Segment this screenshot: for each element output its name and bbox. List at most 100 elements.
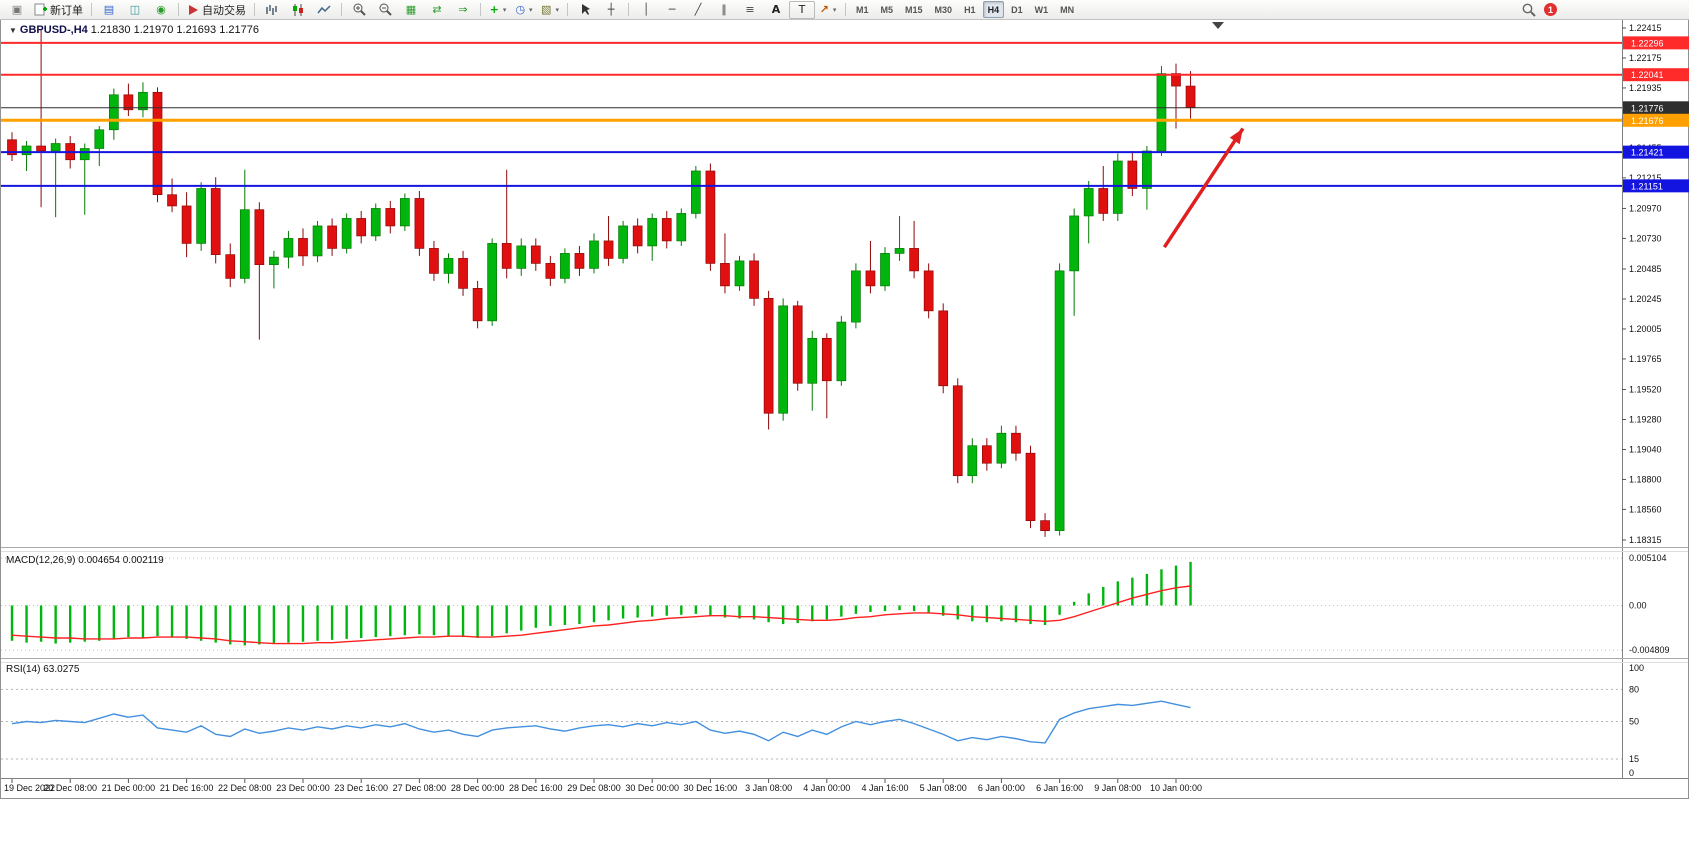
price-badge-label: 1.21421 (1631, 148, 1664, 158)
vertical-line-button[interactable]: │ (633, 1, 659, 19)
trend-arrow-head[interactable] (1229, 128, 1243, 145)
trend-arrow[interactable] (1162, 127, 1245, 249)
candle-body (1040, 520, 1050, 531)
candle-body (1054, 270, 1065, 531)
autotrade-label: 自动交易 (202, 4, 246, 17)
terminal-button[interactable]: ◉ (148, 1, 174, 19)
fibonacci-button[interactable]: ≡ (737, 1, 763, 19)
notification-badge[interactable]: 1 (1544, 3, 1557, 16)
zoom-out-button[interactable] (372, 1, 398, 19)
candle-body (123, 94, 134, 111)
price-tick-label: 1.19765 (1629, 354, 1662, 364)
chart-canvas[interactable]: 1.224151.221751.219351.216951.214551.212… (0, 0, 1689, 842)
horizontal-line-icon: ─ (668, 3, 676, 16)
timeframe-button-m30[interactable]: M30 (934, 4, 953, 15)
time-axis-label: 4 Jan 00:00 (803, 783, 850, 793)
price-tick-label: 1.21215 (1629, 173, 1662, 183)
navigator-icon: ◫ (129, 3, 141, 16)
candle-body (574, 253, 585, 269)
candle-body (1011, 432, 1021, 454)
candle-body (152, 91, 163, 196)
search-icon[interactable] (1522, 3, 1536, 17)
timeframe-button-mn[interactable]: MN (1060, 4, 1075, 15)
price-badge (1623, 145, 1689, 159)
candlestick-chart-button[interactable] (285, 1, 311, 19)
candle-body (1142, 150, 1152, 189)
toolbar-separator (178, 3, 179, 16)
zoom-in-icon (353, 3, 366, 16)
horizontal-line-button[interactable]: ─ (659, 1, 685, 19)
candle-body (1098, 188, 1109, 214)
timeframe-button-d1[interactable]: D1 (1011, 4, 1023, 15)
time-axis-label: 29 Dec 08:00 (567, 783, 621, 793)
chevron-down-icon: ▾ (832, 6, 837, 14)
rsi-indicator-label: RSI(14) 63.0275 (6, 664, 79, 675)
timeframe-button-w1[interactable]: W1 (1034, 4, 1049, 15)
candle-body (414, 198, 425, 249)
navigator-button[interactable]: ◫ (122, 1, 148, 19)
new-order-button[interactable]: 新订单 (30, 1, 87, 19)
app-icon[interactable]: ▣ (11, 3, 23, 16)
macd-axis-label: 0.00 (1629, 601, 1647, 611)
price-tick-label: 1.18560 (1629, 504, 1662, 514)
price-badge-label: 1.21676 (1631, 116, 1664, 126)
line-chart-button[interactable] (311, 1, 337, 19)
rsi-axis-label: 80 (1629, 684, 1639, 694)
autotrade-button[interactable]: 自动交易 (183, 1, 250, 19)
time-axis-label: 5 Jan 08:00 (920, 783, 967, 793)
time-axis-label: 23 Dec 16:00 (334, 783, 388, 793)
price-tick-label: 1.19280 (1629, 414, 1662, 424)
toolbar-separator (254, 3, 255, 16)
trendline-icon: ╱ (694, 3, 702, 16)
toolbar-separator (91, 3, 92, 16)
chevron-down-icon: ▾ (529, 6, 533, 14)
time-axis-label: 21 Dec 16:00 (160, 783, 214, 793)
templates-button[interactable]: ▧ ▾ (537, 1, 563, 19)
tile-windows-button[interactable]: ▦ (398, 1, 424, 19)
candle-body (880, 253, 890, 287)
candle-body (458, 258, 468, 289)
auto-scroll-button[interactable]: ⇄ (424, 1, 450, 19)
candle-body (734, 260, 745, 287)
arrows-button[interactable]: ↗ ▾ (815, 1, 841, 19)
market-watch-button[interactable]: ▤ (96, 1, 122, 19)
chart-menu-icon[interactable]: ▼ (9, 26, 17, 35)
chart-shift-marker[interactable] (1212, 22, 1224, 29)
candle-body (690, 170, 701, 214)
add-indicator-button[interactable]: + ▾ (485, 1, 511, 19)
trendline-button[interactable]: ╱ (685, 1, 711, 19)
rsi-value: 63.0275 (43, 664, 80, 675)
candle-body (865, 270, 876, 287)
timeframe-button-m5[interactable]: M5 (880, 4, 894, 15)
candle-body (996, 432, 1007, 464)
candle-body (560, 253, 570, 279)
candle-body (807, 337, 818, 384)
chart-shift-button[interactable]: ⇒ (450, 1, 476, 19)
zoom-out-icon (379, 3, 392, 16)
zoom-in-button[interactable] (346, 1, 372, 19)
rsi-axis-label: 50 (1629, 717, 1639, 727)
new-order-icon (34, 3, 47, 16)
timeframe-button-m15[interactable]: M15 (905, 4, 923, 15)
timeframe-button-h1[interactable]: H1 (964, 4, 976, 15)
candle-body (429, 248, 439, 274)
candle-body (909, 248, 919, 272)
text-label-button[interactable]: A (763, 1, 789, 19)
candle-body (254, 209, 265, 265)
price-tick-label: 1.19520 (1629, 385, 1662, 395)
bar-chart-button[interactable] (259, 1, 285, 19)
candle-body (1127, 160, 1138, 189)
text-button[interactable]: T (789, 0, 815, 19)
arrows-icon: ↗ (819, 3, 829, 16)
price-tick-label: 1.21935 (1629, 83, 1662, 93)
channel-button[interactable]: ∥ (711, 1, 737, 19)
macd-values: 0.004654 0.002119 (78, 555, 164, 566)
cursor-button[interactable] (572, 1, 598, 19)
toolbar-separator (845, 3, 846, 16)
timeframe-button-m1[interactable]: M1 (856, 4, 869, 15)
candle-body (516, 245, 527, 269)
candle-body (938, 310, 949, 387)
crosshair-button[interactable]: ┼ (598, 1, 624, 19)
timeframe-button-h4[interactable]: H4 (982, 1, 1005, 18)
periods-button[interactable]: ◷ ▾ (511, 1, 537, 19)
